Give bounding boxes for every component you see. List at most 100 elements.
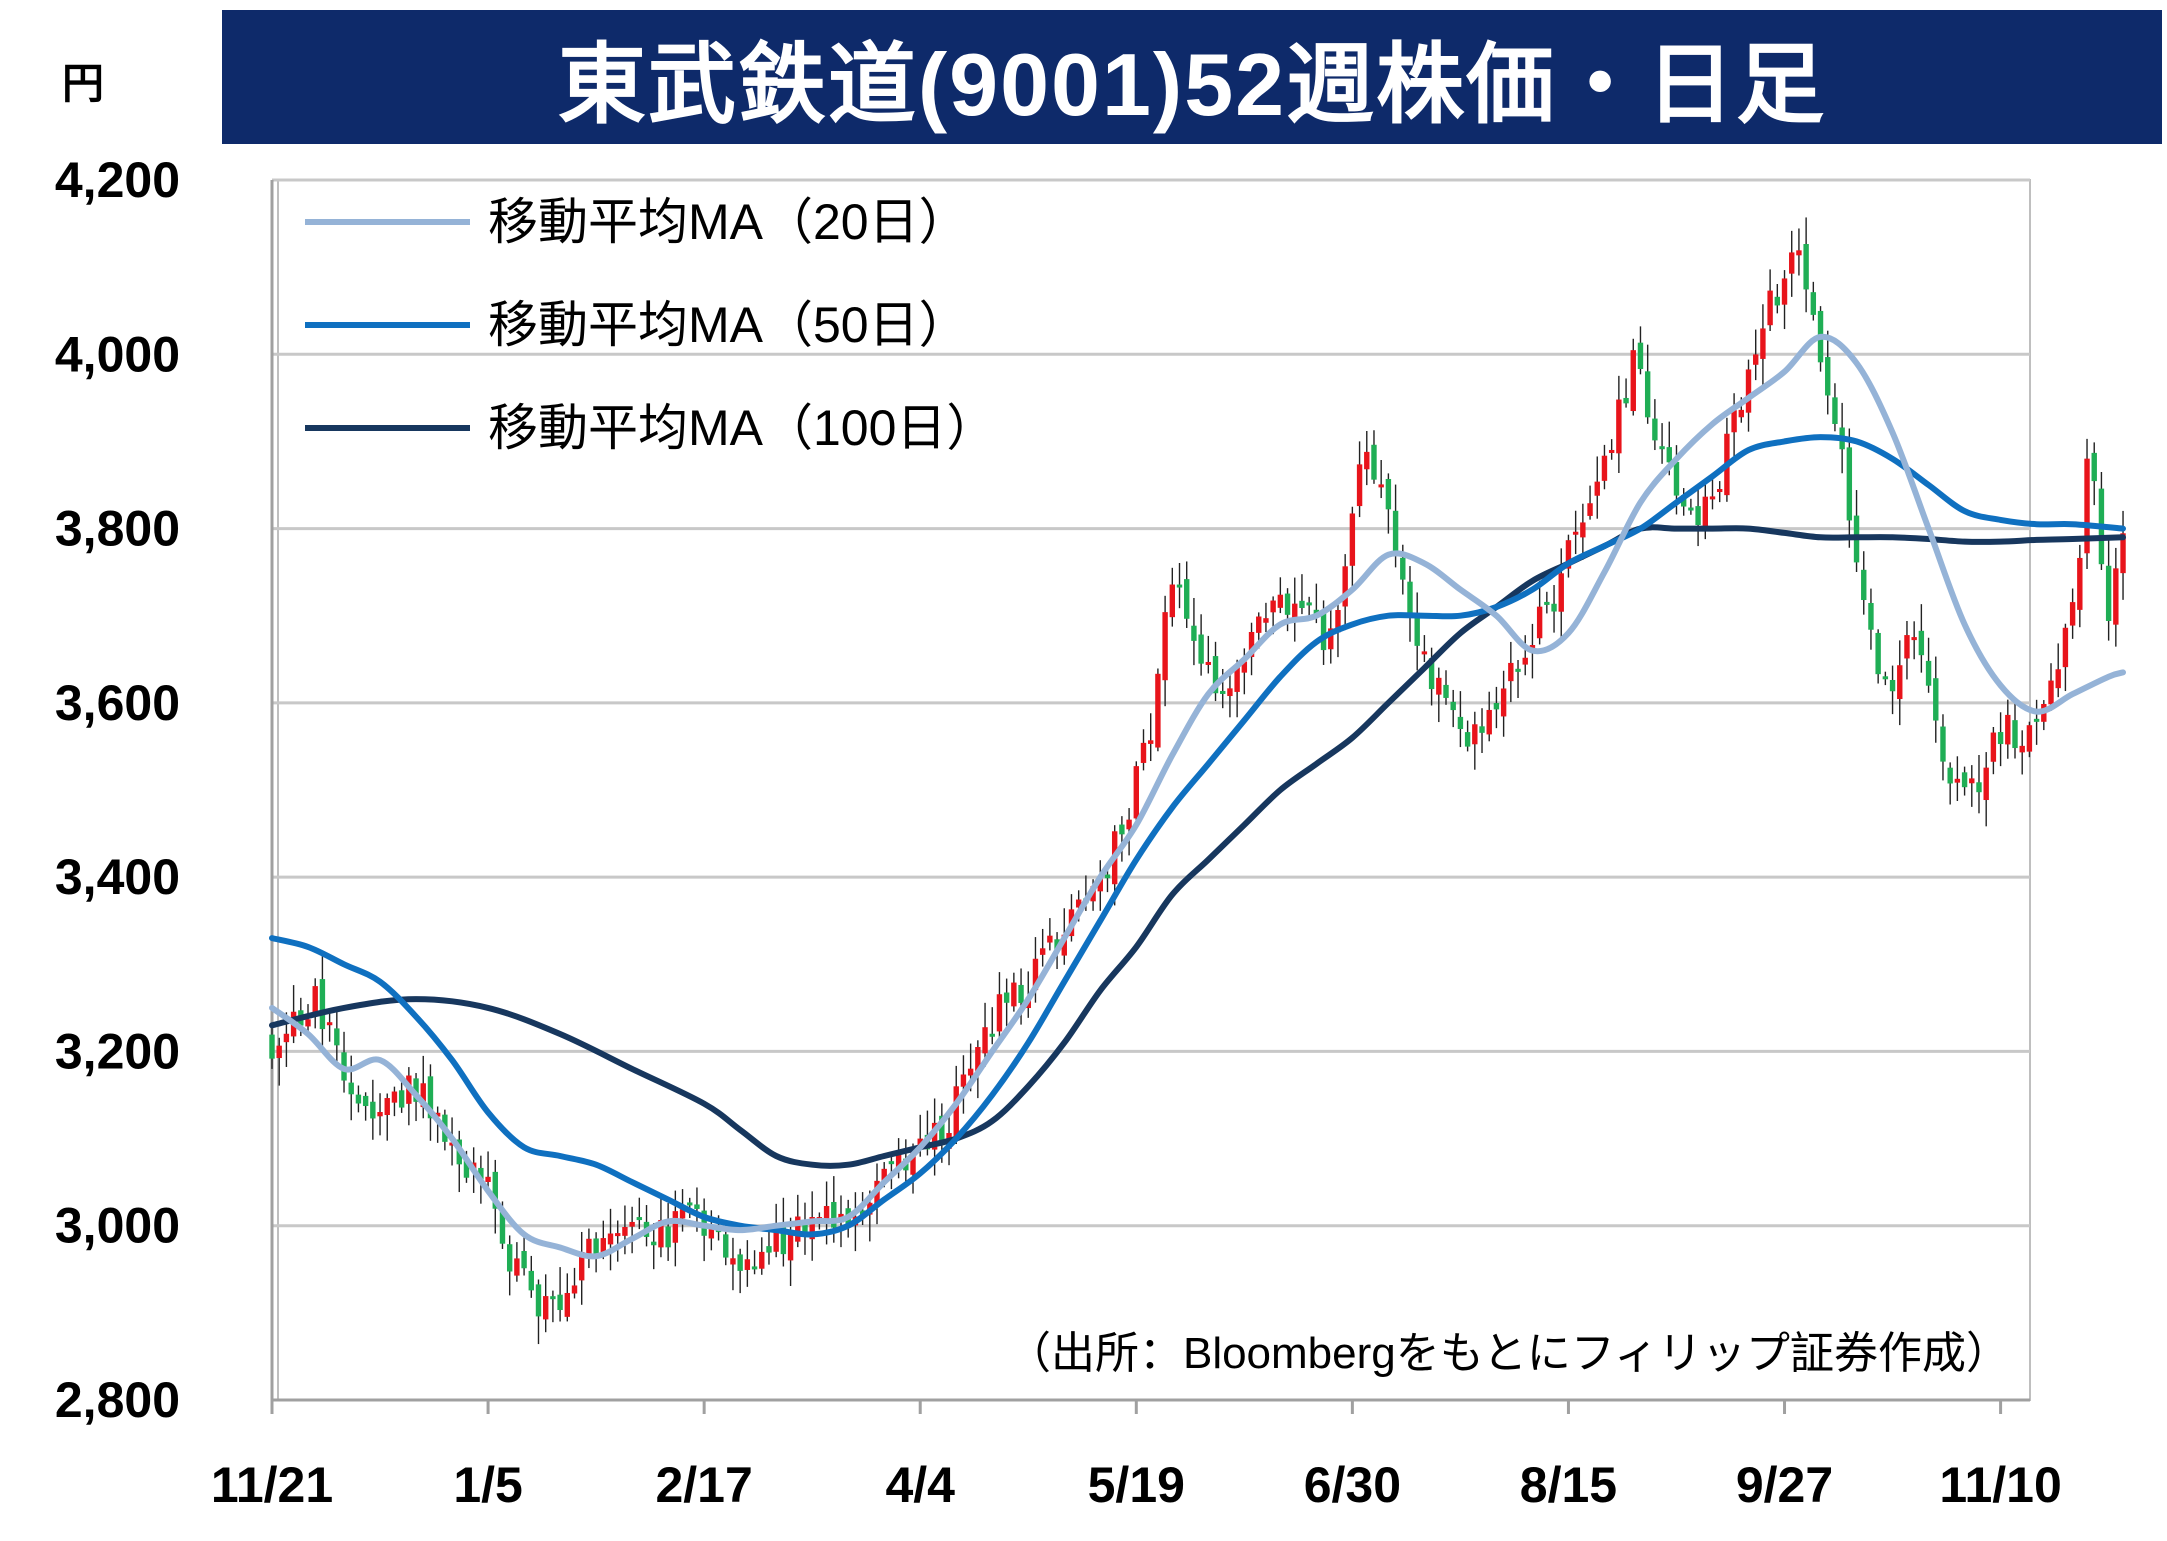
candle-down: [1940, 726, 1946, 762]
candle-down: [355, 1094, 362, 1104]
candle-up: [708, 1227, 715, 1239]
candle-down: [370, 1101, 376, 1119]
ma100-line: [269, 524, 2126, 1169]
candle-up: [1270, 600, 1276, 613]
candle-up: [1601, 455, 1608, 481]
candle-up: [1983, 767, 1989, 801]
candle-down: [1652, 418, 1658, 441]
candle-down: [831, 1201, 837, 1228]
candle-down: [1961, 772, 1968, 788]
candle-up: [615, 1233, 621, 1237]
source-note: （出所：Bloombergをもとにフィリップ証券作成）: [1007, 1329, 2010, 1378]
candle-down: [888, 1161, 895, 1165]
candle-down: [780, 1225, 787, 1255]
candle-up: [1716, 489, 1723, 493]
candle-up: [600, 1238, 607, 1254]
candle-up: [1616, 399, 1622, 454]
legend-ma100: 移動平均MA（100日）: [305, 400, 996, 456]
candle-up: [730, 1258, 736, 1265]
candle-down: [1889, 679, 1896, 692]
candle-down: [2091, 452, 2097, 482]
candle-up: [2005, 714, 2011, 745]
candle-down: [939, 1115, 945, 1146]
candle-up: [679, 1209, 686, 1219]
candle-down: [535, 1284, 542, 1317]
candle-up: [1608, 449, 1615, 453]
candle-up: [1356, 464, 1363, 507]
candle-up: [895, 1152, 902, 1170]
y-tick-label: 3,800: [55, 501, 180, 557]
candle-up: [1335, 609, 1341, 633]
candle-up: [485, 1176, 491, 1182]
candle-up: [2120, 533, 2126, 574]
candle-down: [1861, 569, 1867, 601]
candle-down: [528, 1270, 534, 1291]
y-tick-label: 4,200: [55, 152, 180, 208]
candle-down: [1212, 656, 1219, 694]
x-tick-label: 11/10: [1939, 1457, 2061, 1513]
candle-up: [1897, 665, 1903, 700]
x-tick-label: 4/4: [885, 1457, 955, 1513]
candle-down: [1400, 557, 1406, 580]
candle-down: [1544, 601, 1550, 605]
candle-down: [1479, 726, 1485, 733]
candle-up: [1558, 573, 1564, 612]
y-tick-label: 3,000: [55, 1198, 180, 1254]
candle-up: [1205, 661, 1212, 665]
candle-up: [759, 1251, 765, 1269]
candle-down: [1673, 461, 1680, 496]
candle-up: [1349, 513, 1356, 566]
x-tick-label: 2/17: [655, 1457, 752, 1513]
candle-up: [283, 1033, 290, 1043]
candle-down: [651, 1241, 657, 1246]
candle-up: [1745, 369, 1752, 413]
candle-down: [1803, 244, 1809, 290]
candle-up: [1364, 451, 1370, 470]
candle-down: [1515, 668, 1521, 672]
candle-up: [312, 986, 318, 1016]
candle-down: [1299, 600, 1305, 609]
candle-down: [1104, 874, 1111, 879]
y-axis-unit-label: 円: [62, 60, 105, 107]
candle-up: [1767, 290, 1773, 326]
candle-down: [398, 1090, 405, 1108]
candle-down: [751, 1266, 758, 1270]
candle-down: [1392, 510, 1399, 552]
candle-down: [1918, 630, 1925, 656]
ma20-line: [269, 333, 2126, 1260]
candle-up: [1580, 522, 1586, 538]
candle-up: [1990, 732, 1997, 762]
candle-down: [1666, 447, 1672, 463]
candle-up: [2084, 458, 2090, 554]
candle-up: [542, 1296, 549, 1320]
candle-up: [1097, 875, 1103, 892]
candle-up: [305, 1019, 311, 1027]
legend-label: 移動平均MA（100日）: [488, 400, 996, 456]
candle-up: [420, 1083, 426, 1108]
candle-down: [492, 1171, 498, 1209]
candle-down: [1810, 292, 1817, 315]
candle-up: [1032, 958, 1039, 991]
candle-up: [629, 1221, 635, 1227]
candle-up: [910, 1147, 916, 1175]
candle-down: [1371, 444, 1377, 480]
x-tick-label: 8/15: [1520, 1457, 1617, 1513]
candle-down: [593, 1238, 599, 1254]
candle-up: [1256, 616, 1262, 633]
candle-down: [1018, 984, 1024, 1003]
candle-down: [636, 1217, 643, 1221]
candle-up: [953, 1086, 959, 1137]
candle-up: [982, 1027, 988, 1054]
candle-up: [1234, 666, 1240, 692]
candle-down: [1443, 684, 1449, 698]
candle-down: [1184, 579, 1190, 619]
candle-up: [622, 1227, 628, 1236]
legend-label: 移動平均MA（50日）: [488, 297, 969, 353]
x-tick-label: 11/21: [211, 1457, 333, 1513]
candle-down: [687, 1202, 693, 1206]
candle-down: [1774, 296, 1781, 306]
candle-up: [1126, 819, 1132, 830]
candle-down: [1637, 342, 1644, 369]
candle-up: [658, 1220, 664, 1248]
candle-up: [449, 1142, 455, 1146]
